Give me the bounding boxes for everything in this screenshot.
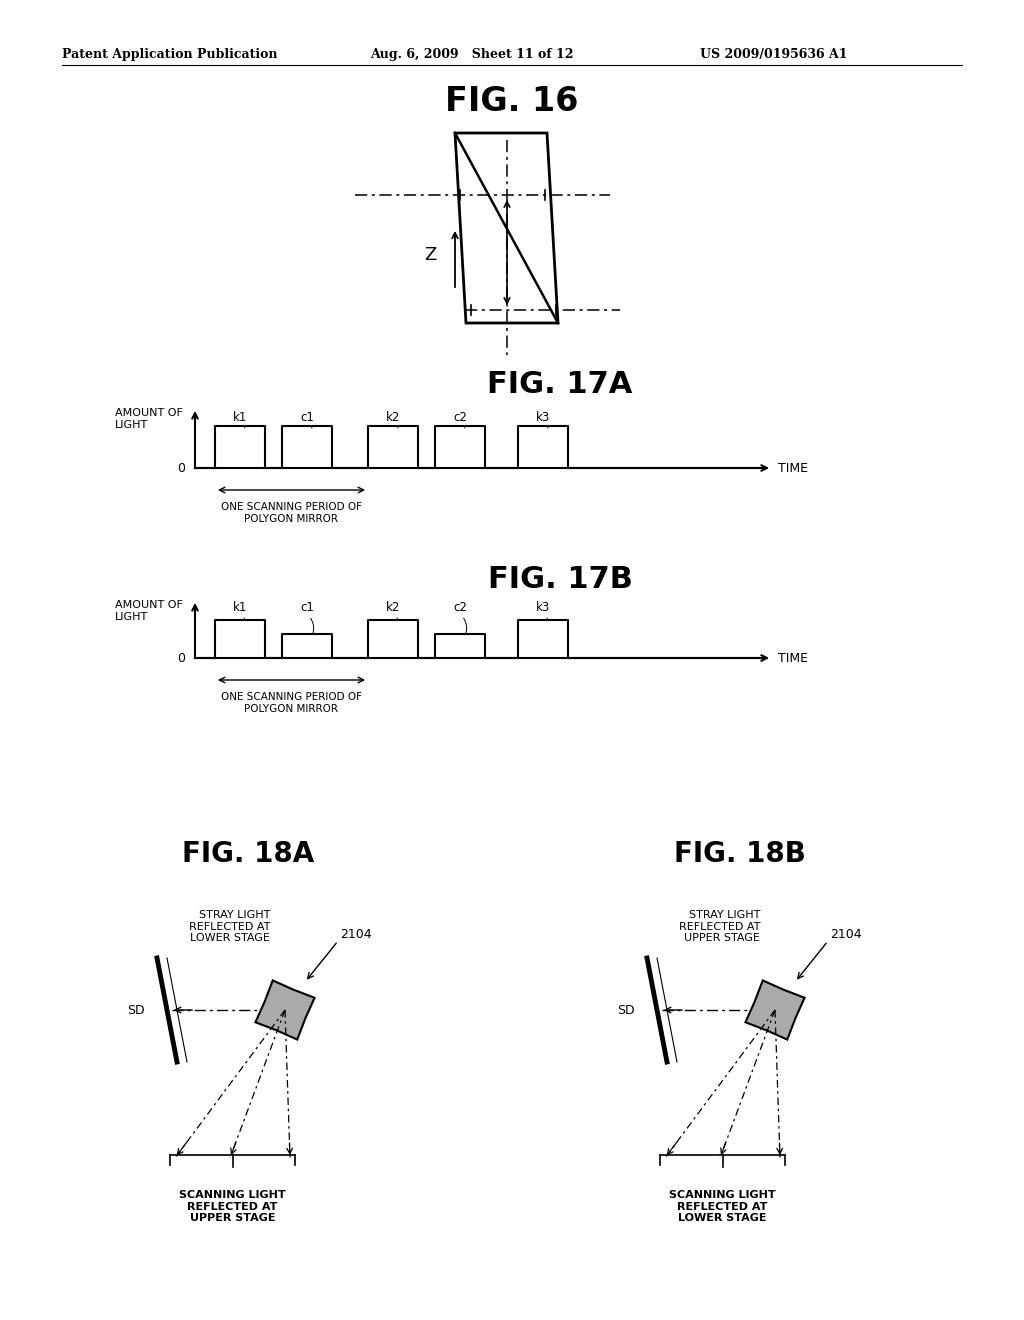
Text: c2: c2 <box>453 411 467 424</box>
Text: FIG. 17A: FIG. 17A <box>487 370 633 399</box>
Text: Z: Z <box>424 246 436 264</box>
Text: US 2009/0195636 A1: US 2009/0195636 A1 <box>700 48 848 61</box>
Text: k2: k2 <box>386 601 400 614</box>
Text: Aug. 6, 2009   Sheet 11 of 12: Aug. 6, 2009 Sheet 11 of 12 <box>370 48 573 61</box>
Text: FIG. 18B: FIG. 18B <box>674 840 806 869</box>
Text: FIG. 16: FIG. 16 <box>445 84 579 117</box>
Text: SD: SD <box>617 1003 635 1016</box>
Text: k3: k3 <box>536 601 550 614</box>
Text: STRAY LIGHT
REFLECTED AT
UPPER STAGE: STRAY LIGHT REFLECTED AT UPPER STAGE <box>679 909 760 944</box>
Text: ONE SCANNING PERIOD OF
POLYGON MIRROR: ONE SCANNING PERIOD OF POLYGON MIRROR <box>221 502 362 524</box>
Text: ONE SCANNING PERIOD OF
POLYGON MIRROR: ONE SCANNING PERIOD OF POLYGON MIRROR <box>221 692 362 714</box>
Text: k2: k2 <box>386 411 400 424</box>
Text: k1: k1 <box>232 411 247 424</box>
Text: 2104: 2104 <box>830 928 861 941</box>
Text: FIG. 17B: FIG. 17B <box>487 565 633 594</box>
Text: AMOUNT OF
LIGHT: AMOUNT OF LIGHT <box>115 408 183 429</box>
Text: STRAY LIGHT
REFLECTED AT
LOWER STAGE: STRAY LIGHT REFLECTED AT LOWER STAGE <box>188 909 270 944</box>
Text: 2104: 2104 <box>340 928 372 941</box>
Polygon shape <box>255 981 314 1040</box>
Text: 0: 0 <box>177 652 185 664</box>
Text: c1: c1 <box>300 411 314 424</box>
Text: c2: c2 <box>453 601 467 614</box>
Text: AMOUNT OF
LIGHT: AMOUNT OF LIGHT <box>115 601 183 622</box>
Text: FIG. 18A: FIG. 18A <box>182 840 314 869</box>
Text: SCANNING LIGHT
REFLECTED AT
LOWER STAGE: SCANNING LIGHT REFLECTED AT LOWER STAGE <box>670 1191 776 1224</box>
Text: SCANNING LIGHT
REFLECTED AT
UPPER STAGE: SCANNING LIGHT REFLECTED AT UPPER STAGE <box>179 1191 286 1224</box>
Text: SD: SD <box>127 1003 145 1016</box>
Text: c1: c1 <box>300 601 314 614</box>
Text: k3: k3 <box>536 411 550 424</box>
Text: k1: k1 <box>232 601 247 614</box>
Text: 0: 0 <box>177 462 185 474</box>
Text: TIME: TIME <box>778 462 808 474</box>
Text: TIME: TIME <box>778 652 808 664</box>
Polygon shape <box>745 981 805 1040</box>
Text: Patent Application Publication: Patent Application Publication <box>62 48 278 61</box>
